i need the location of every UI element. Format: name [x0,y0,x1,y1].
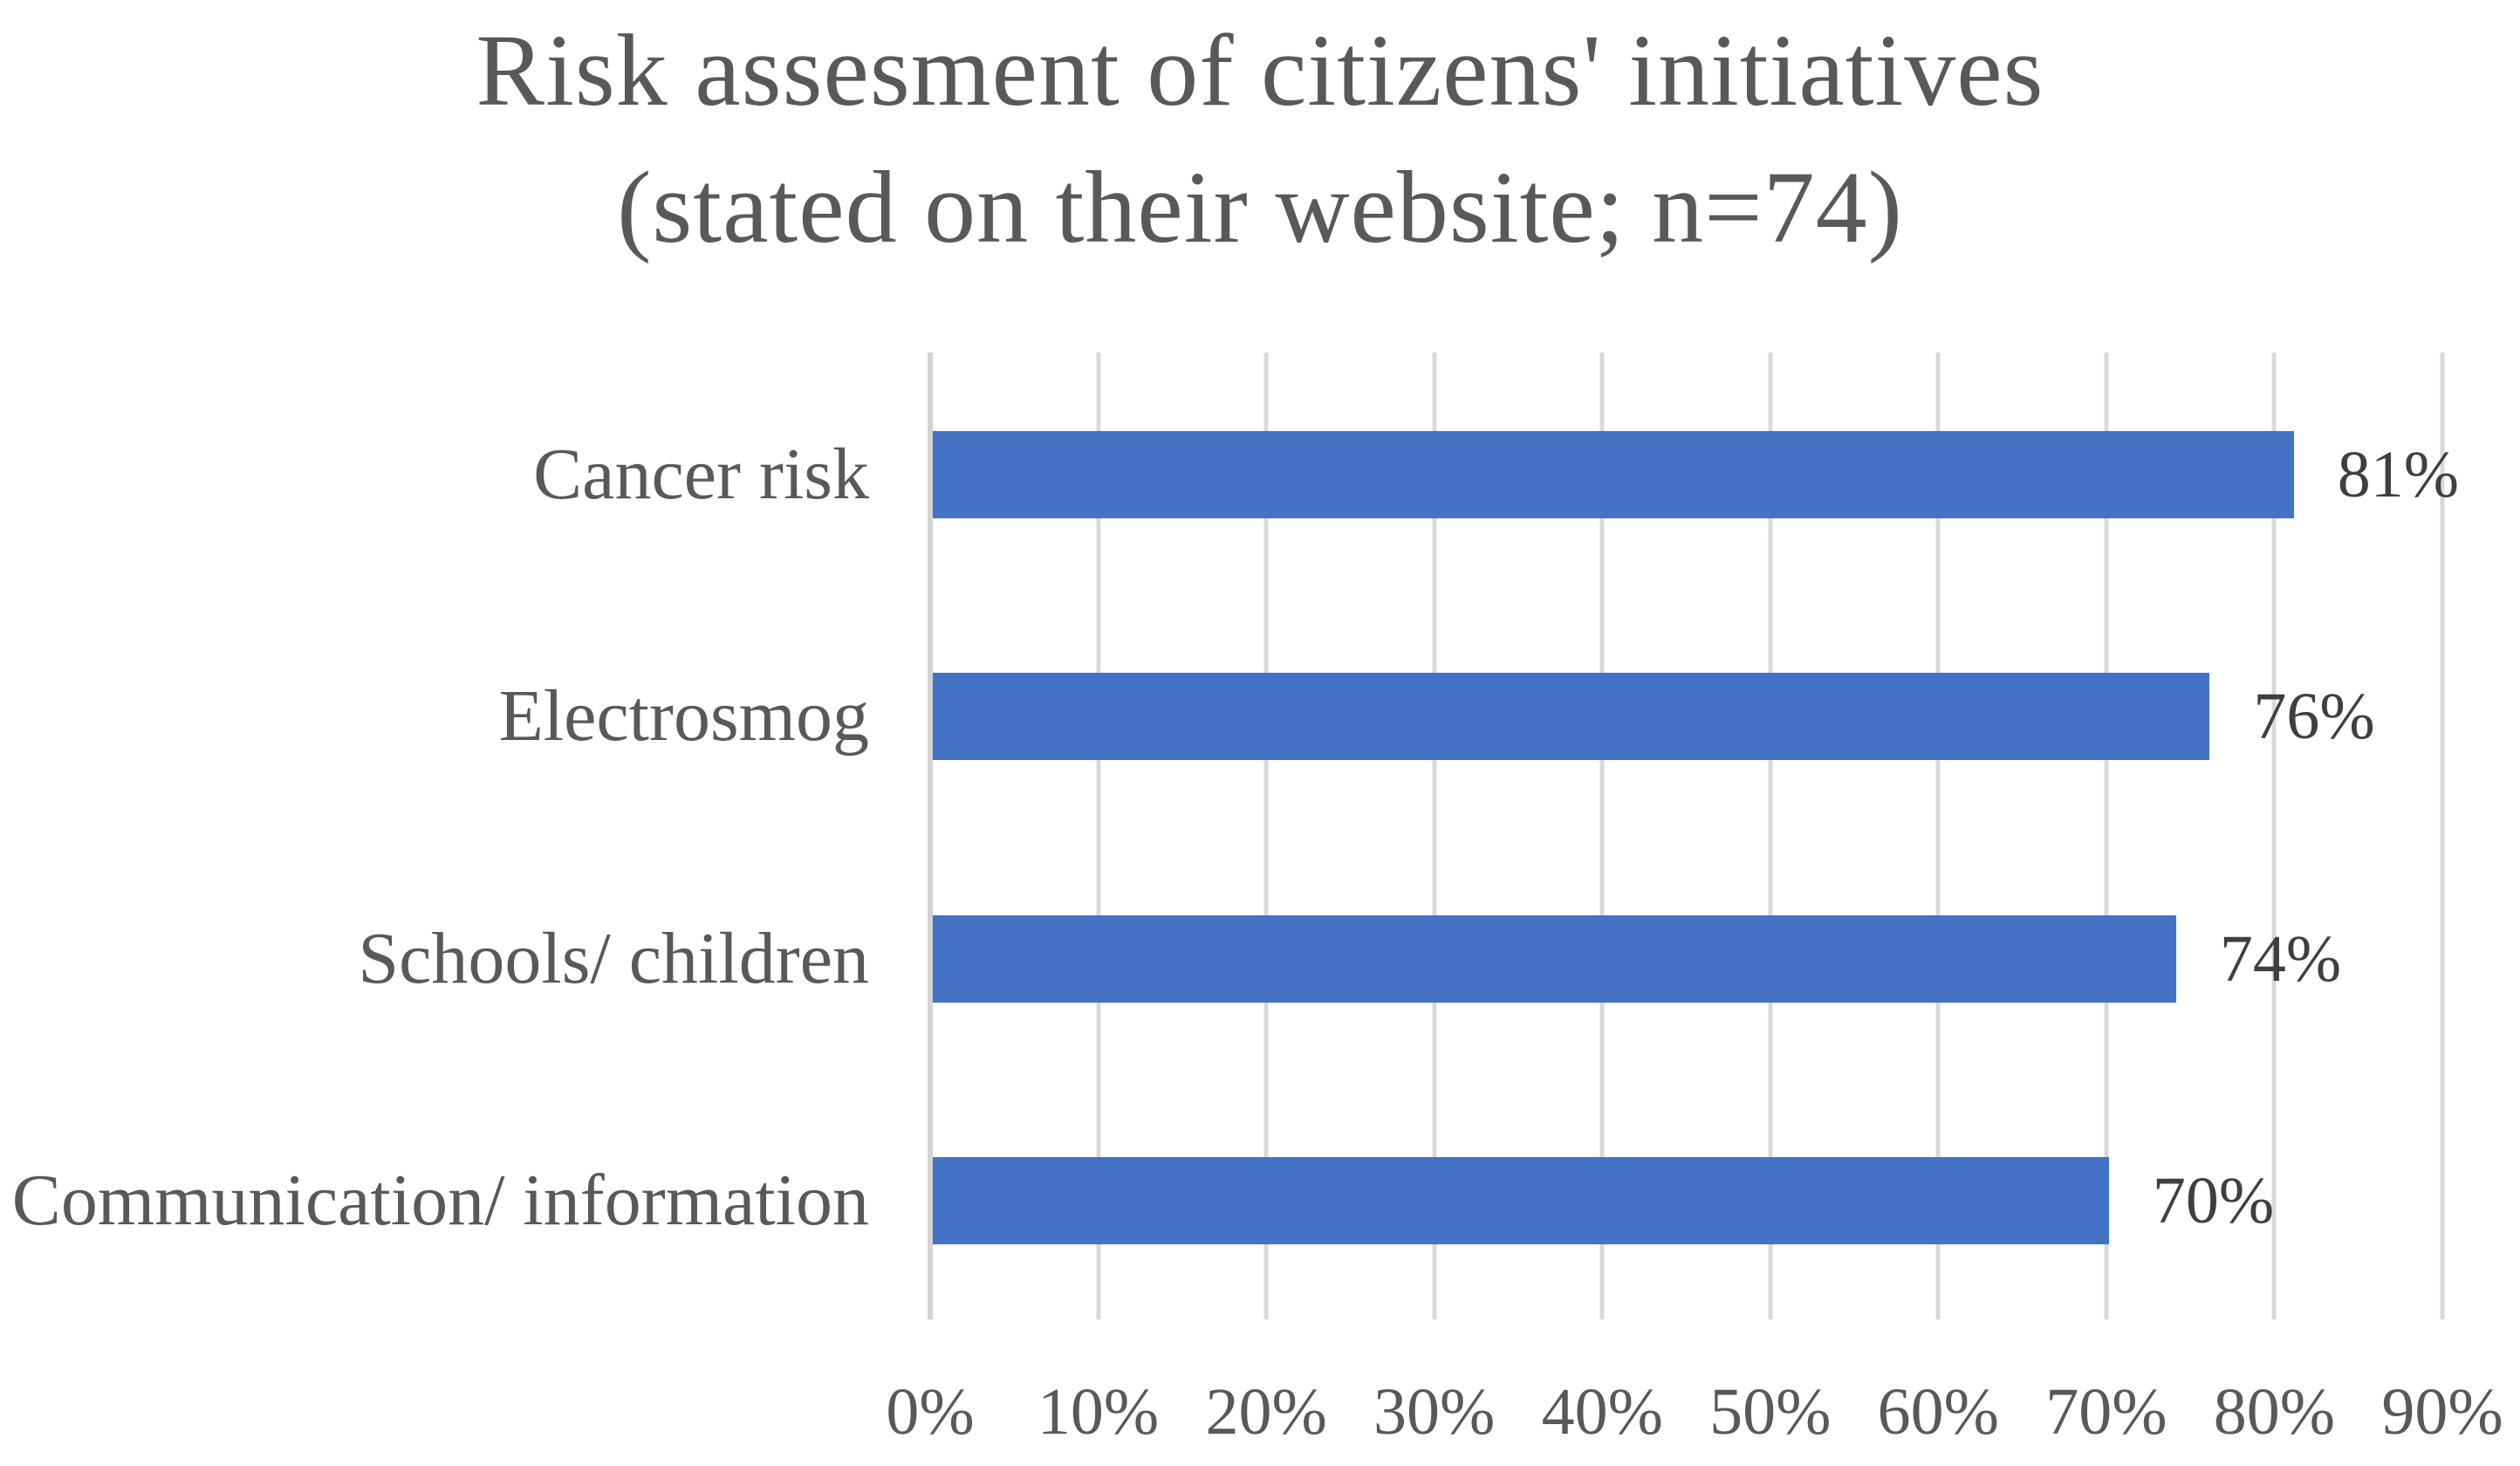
bar [933,431,2294,518]
x-tick-label: 10% [1037,1375,1160,1449]
bar-value-label: 70% [2152,1163,2275,1237]
value-axis-labels: 0% 10% 20% 30% 40% 50% 60% 70% 80% 90% [886,1358,2503,1466]
gridline [1263,353,1269,1319]
x-tick-label: 70% [2045,1375,2167,1449]
bar [933,673,2210,761]
x-tick-label: 40% [1541,1375,1663,1449]
x-tick-label: 50% [1709,1375,1832,1449]
chart-title-line-1: Risk assesment of citizens' initiatives [476,13,2044,127]
category-label: Cancer risk [533,433,869,515]
bar [933,1156,2109,1244]
gridline [1768,353,1773,1319]
x-tick-label: 30% [1373,1375,1496,1449]
gridline [2271,353,2277,1319]
x-tick-label: 80% [2213,1375,2336,1449]
plot-area: 81% 76% 74% 70% [928,353,2459,1319]
gridline [2440,353,2445,1319]
axis-line [928,353,933,1319]
x-tick-label: 20% [1205,1375,1327,1449]
category-axis-labels: Cancer risk Electrosmog Schools/ children C… [0,353,869,1319]
category-label: Electrosmog [498,675,869,757]
bar-value-label: 81% [2337,438,2459,511]
chart-title-line-2: (stated on their website; n=74) [617,150,1903,264]
gridline [1599,353,1605,1319]
bar-value-label: 74% [2219,921,2342,996]
bar-value-label: 76% [2253,680,2375,754]
gridline [2104,353,2109,1319]
x-tick-label: 90% [2381,1375,2503,1449]
chart-title: Risk assesment of citizens' initiatives … [0,2,2520,276]
gridline [1935,353,1941,1319]
bar [933,915,2176,1003]
gridline [1096,353,1101,1319]
x-tick-label: 60% [1877,1375,1999,1449]
x-tick-label: 0% [886,1375,975,1449]
gridline [1432,353,1437,1319]
category-label: Schools/ children [358,917,869,999]
category-label: Communication/ information [11,1159,869,1241]
